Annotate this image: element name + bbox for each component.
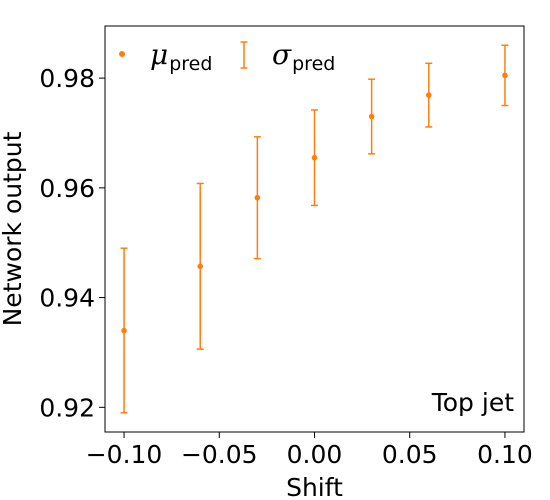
data-point (311, 154, 318, 161)
error-bar-point (120, 247, 128, 414)
plot-frame (104, 25, 525, 433)
y-tick-label: 0.94 (39, 284, 95, 313)
y-tick-label: 0.96 (39, 174, 95, 203)
legend-mu-subscript: pred (169, 53, 212, 75)
data-point (121, 327, 127, 334)
legend-marker-mu (119, 51, 125, 57)
error-bar-point (253, 136, 261, 260)
x-axis-ticks: −0.10 −0.05 0.00 0.05 0.10 (86, 432, 533, 469)
error-bar-point (311, 109, 318, 207)
data-point (368, 113, 375, 120)
data-marks (120, 44, 509, 414)
y-axis-ticks: 0.92 0.94 0.96 0.98 (39, 64, 105, 422)
y-tick-label: 0.92 (39, 393, 95, 422)
data-point (502, 72, 508, 79)
data-point (254, 194, 261, 201)
legend-sigma-subscript: pred (292, 53, 335, 75)
y-tick-label: 0.98 (39, 64, 95, 93)
legend-marker-sigma (240, 41, 248, 69)
x-tick-label: −0.05 (181, 440, 258, 469)
x-tick-label: 0.10 (477, 440, 533, 469)
legend: μpred σpred (119, 38, 335, 75)
data-point (425, 92, 432, 98)
legend-mu-symbol: μ (150, 38, 168, 71)
error-bar-point (368, 78, 376, 155)
error-bar-point (196, 182, 204, 350)
y-axis-label: Network output (0, 131, 27, 326)
legend-entry-mu: μpred (150, 38, 212, 75)
legend-entry-sigma: σpred (272, 38, 335, 75)
error-bar-point (501, 44, 509, 107)
x-tick-label: 0.00 (287, 440, 343, 469)
x-axis-label: Shift (286, 473, 343, 500)
legend-sigma-symbol: σ (272, 38, 292, 71)
x-tick-label: 0.05 (382, 440, 438, 469)
annotation-top-jet: Top jet (431, 388, 514, 417)
error-bar-point (425, 62, 433, 128)
x-tick-label: −0.10 (86, 440, 163, 469)
data-point (197, 263, 204, 270)
